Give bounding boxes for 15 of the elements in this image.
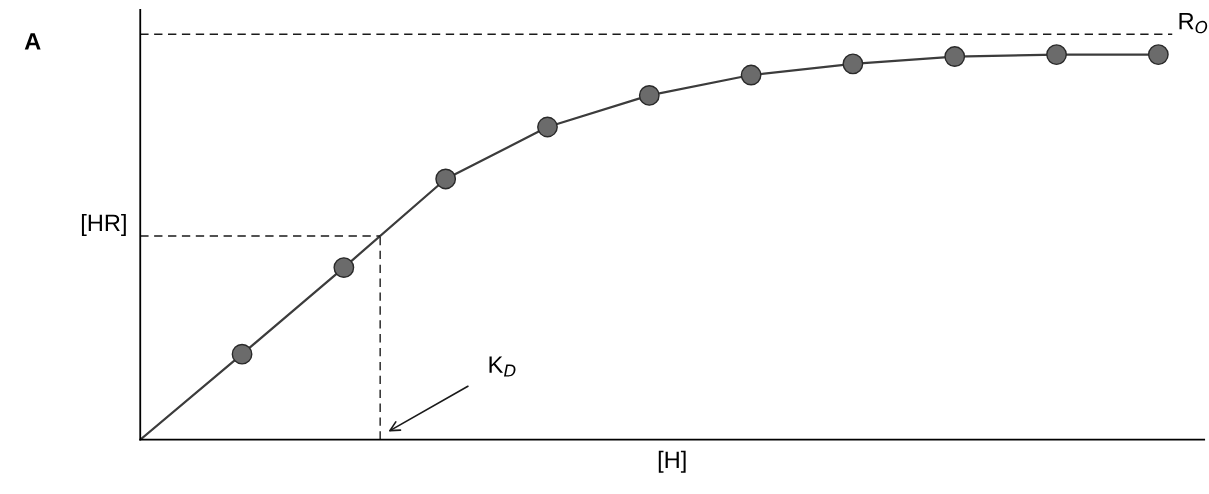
point [537,116,558,138]
x-axis-title: [H] [658,450,686,473]
ref-line-label: [HR] [81,213,126,236]
text: A [24,33,41,50]
ref-line-label: R$_{O}$ [1179,13,1208,34]
point [1046,44,1067,66]
point [740,64,762,86]
annotation: K$_{D}$ [489,356,516,377]
point [231,343,253,365]
point [1147,44,1169,66]
point [842,53,864,75]
point [435,168,457,190]
point [333,257,355,278]
point [638,85,660,106]
point [944,46,966,67]
